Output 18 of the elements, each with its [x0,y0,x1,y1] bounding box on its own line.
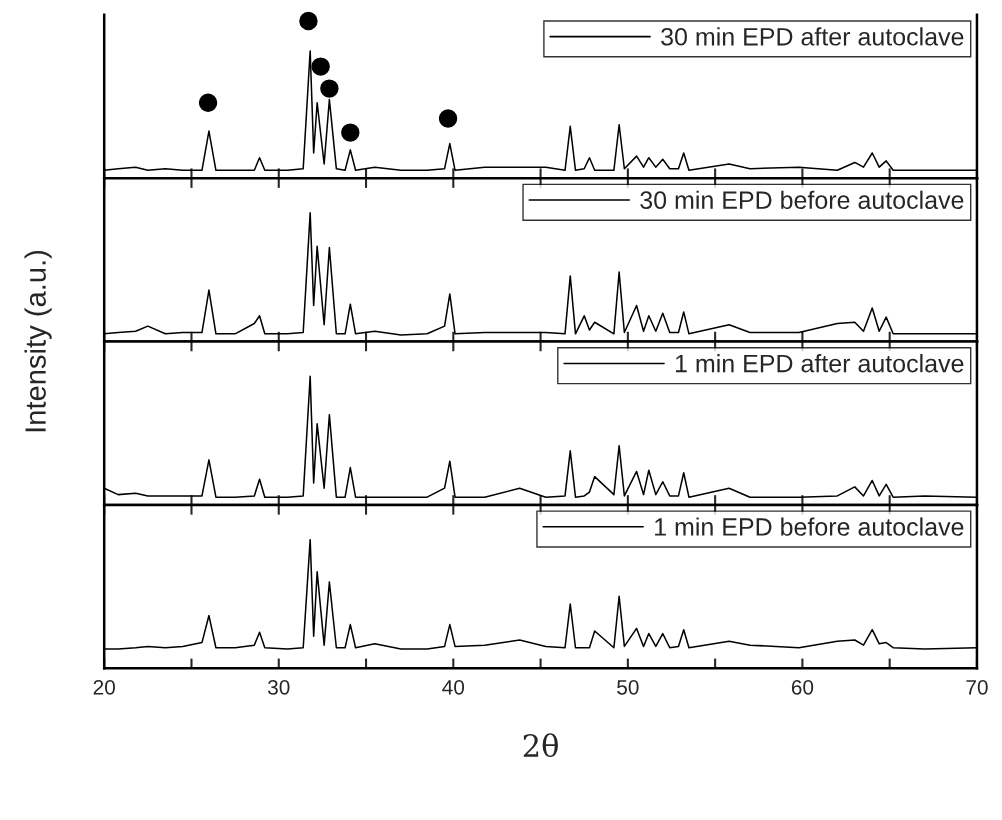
legend-label: 1 min EPD after autoclave [675,354,964,373]
x-tick-label: 30 [267,679,290,695]
point [438,109,458,128]
legend-label: 1 min EPD before autoclave [655,517,964,536]
legend-label: 30 min EPD after autoclave [661,27,964,46]
x-tick-label: 20 [93,679,115,695]
x-axis-title: 2θ [523,733,558,758]
legend-label: 30 min EPD before autoclave [640,190,964,210]
point [299,11,318,31]
x-tick-label: 40 [442,679,465,695]
y-axis-title: Intensity (a.u.) [24,250,52,432]
x-tick-label: 60 [791,679,814,695]
point [320,79,339,98]
x-tick-label: 70 [966,679,988,695]
point [341,123,360,142]
point [198,93,218,112]
point [311,57,330,76]
x-tick-label: 50 [617,679,639,695]
